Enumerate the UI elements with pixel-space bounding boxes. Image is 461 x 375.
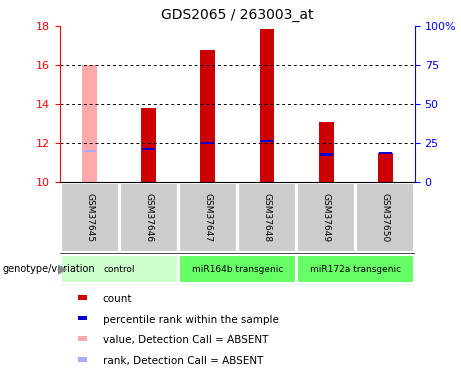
Bar — [319, 153, 333, 156]
Bar — [379, 152, 392, 154]
Bar — [141, 108, 156, 182]
Bar — [260, 29, 274, 182]
Text: rank, Detection Call = ABSENT: rank, Detection Call = ABSENT — [102, 356, 263, 366]
Bar — [238, 183, 296, 252]
Bar — [83, 150, 96, 152]
Bar — [142, 148, 155, 150]
Bar — [201, 142, 214, 144]
Title: GDS2065 / 263003_at: GDS2065 / 263003_at — [161, 9, 313, 22]
Text: genotype/variation: genotype/variation — [2, 264, 95, 274]
Bar — [297, 183, 355, 252]
Text: GSM37648: GSM37648 — [262, 193, 272, 242]
Bar — [77, 357, 88, 362]
Text: GSM37649: GSM37649 — [322, 193, 331, 242]
Bar — [260, 140, 273, 142]
Bar — [297, 255, 414, 284]
Text: GSM37645: GSM37645 — [85, 193, 94, 242]
Text: GSM37647: GSM37647 — [203, 193, 213, 242]
Text: percentile rank within the sample: percentile rank within the sample — [102, 315, 278, 325]
Text: miR172a transgenic: miR172a transgenic — [310, 265, 402, 274]
Bar — [179, 255, 296, 284]
Bar — [201, 50, 215, 182]
Text: GSM37650: GSM37650 — [381, 193, 390, 242]
Bar — [319, 122, 334, 182]
Bar — [82, 65, 97, 182]
Bar — [77, 336, 88, 341]
Text: control: control — [103, 265, 135, 274]
Bar — [60, 255, 177, 284]
Text: miR164b transgenic: miR164b transgenic — [192, 265, 283, 274]
Bar — [60, 183, 118, 252]
Text: GSM37646: GSM37646 — [144, 193, 153, 242]
Bar — [120, 183, 177, 252]
Text: value, Detection Call = ABSENT: value, Detection Call = ABSENT — [102, 335, 268, 345]
Bar — [356, 183, 414, 252]
Text: ▶: ▶ — [58, 262, 67, 276]
Bar — [378, 153, 393, 182]
Text: count: count — [102, 294, 132, 304]
Bar — [77, 316, 88, 320]
Bar — [77, 295, 88, 300]
Bar — [179, 183, 237, 252]
